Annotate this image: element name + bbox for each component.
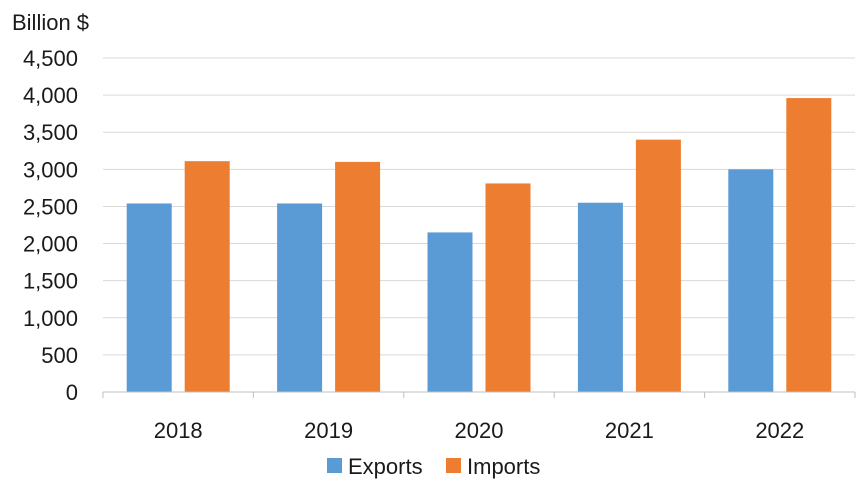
x-tick-label: 2018 [154,418,203,443]
bar-imports-2022 [786,98,832,392]
bar-imports-2021 [635,139,681,392]
y-tick-label: 4,500 [23,46,78,71]
bar-exports-2018 [126,203,172,392]
x-axis [102,391,856,398]
y-tick-label: 1,500 [23,269,78,294]
y-tick-label: 3,000 [23,157,78,182]
legend: Exports Imports [327,454,540,479]
x-axis-tick-labels: 2018 2019 2020 2021 2022 [154,418,805,443]
x-tick-label: 2022 [755,418,804,443]
legend-label-exports: Exports [348,454,423,479]
bar-exports-2020 [427,232,473,392]
y-axis-tick-labels: 0 500 1,000 1,500 2,000 2,500 3,000 3,500 4,000 4… [23,46,78,405]
y-tick-label: 2,500 [23,194,78,219]
y-tick-label: 1,000 [23,306,78,331]
y-tick-label: 3,500 [23,120,78,145]
y-tick-label: 0 [66,380,78,405]
x-tick-label: 2019 [304,418,353,443]
bar-exports-2019 [277,203,323,392]
y-tick-label: 2,000 [23,232,78,257]
y-axis-label: Billion $ [12,10,89,35]
legend-label-imports: Imports [467,454,540,479]
bars [126,98,832,392]
bar-imports-2020 [485,183,531,392]
bar-exports-2021 [577,202,623,392]
y-tick-label: 500 [41,343,78,368]
bar-imports-2019 [335,161,381,392]
legend-swatch-imports [446,458,461,473]
x-tick-label: 2021 [605,418,654,443]
x-tick-label: 2020 [455,418,504,443]
bar-exports-2022 [728,169,774,392]
bar-imports-2018 [184,161,230,392]
legend-swatch-exports [327,458,342,473]
y-tick-label: 4,000 [23,83,78,108]
